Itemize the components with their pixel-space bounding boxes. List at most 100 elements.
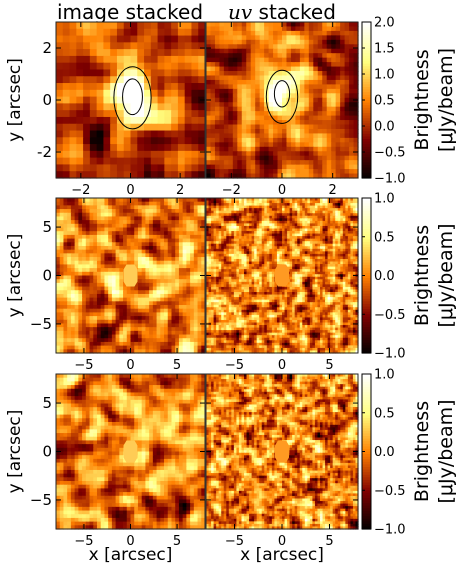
heatmap-cell — [312, 231, 316, 235]
heatmap-cell — [246, 93, 252, 99]
heatmap-cell — [219, 164, 225, 170]
heatmap-cell — [89, 268, 94, 273]
heatmap-cell — [241, 115, 247, 121]
heatmap-cell — [56, 242, 61, 247]
heatmap-cell — [145, 253, 150, 258]
heatmap-cell — [232, 160, 238, 166]
heatmap-cell — [167, 301, 173, 306]
heatmap-cell — [59, 349, 65, 354]
heatmap-cell — [284, 253, 288, 258]
heatmap-cell — [175, 305, 180, 310]
heatmap-cell — [141, 234, 147, 240]
heatmap-cell — [282, 208, 286, 212]
heatmap-cell — [116, 116, 125, 125]
heatmap-cell — [304, 203, 308, 207]
heatmap-cell — [292, 225, 296, 230]
heatmap-cell — [156, 305, 161, 310]
heatmap-cell — [93, 327, 98, 332]
heatmap-cell — [254, 215, 258, 219]
heatmap-cell — [241, 238, 245, 242]
heatmap-cell — [156, 286, 161, 291]
heatmap-cell — [216, 236, 220, 240]
heatmap-cell — [233, 233, 237, 237]
heatmap-cell — [167, 338, 173, 343]
heatmap-cell — [56, 157, 64, 166]
heatmap-cell — [304, 26, 310, 32]
heatmap-cell — [325, 213, 329, 217]
heatmap-cell — [76, 123, 84, 132]
heatmap-cell — [246, 256, 250, 260]
heatmap-cell — [219, 106, 225, 112]
heatmap-cell — [228, 62, 234, 68]
heatmap-cell — [342, 223, 346, 227]
heatmap-cell — [292, 236, 296, 240]
heatmap-cell — [326, 88, 332, 94]
heatmap-cell — [349, 57, 355, 63]
heatmap-cell — [156, 198, 161, 203]
heatmap-cell — [210, 160, 216, 166]
heatmap-cell — [297, 253, 301, 258]
heatmap-cell — [210, 142, 216, 148]
heatmap-cell — [322, 22, 328, 28]
heatmap-cell — [96, 212, 102, 218]
heatmap-cell — [254, 258, 258, 263]
heatmap-cell — [294, 233, 298, 237]
heatmap-cell — [130, 319, 135, 325]
heatmap-cell — [226, 215, 230, 219]
heatmap-cell — [56, 308, 61, 313]
heatmap-cell — [100, 198, 106, 203]
heatmap-cell — [70, 268, 76, 273]
heatmap-cell — [74, 345, 79, 350]
heatmap-cell — [233, 205, 237, 209]
heatmap-cell — [282, 210, 286, 214]
heatmap-cell — [322, 236, 326, 240]
heatmap-cell — [197, 275, 202, 280]
heatmap-cell — [141, 316, 147, 321]
heatmap-cell — [63, 349, 68, 354]
heatmap-cell — [110, 130, 118, 138]
heatmap-cell — [244, 198, 248, 202]
heatmap-cell — [70, 349, 76, 354]
heatmap-cell — [250, 142, 256, 148]
heatmap-cell — [62, 116, 71, 125]
heatmap-cell — [264, 233, 268, 237]
heatmap-cell — [213, 210, 217, 214]
heatmap-cell — [223, 253, 227, 258]
heatmap-cell — [223, 22, 229, 28]
heatmap-cell — [232, 35, 238, 41]
heatmap-cell — [171, 220, 176, 225]
heatmap-cell — [330, 228, 334, 232]
heatmap-cell — [59, 257, 65, 262]
heatmap-cell — [325, 208, 329, 212]
heatmap-cell — [171, 49, 179, 57]
heatmap-cell — [250, 93, 256, 99]
heatmap-cell — [331, 79, 337, 85]
heatmap-cell — [211, 238, 215, 242]
heatmap-cell — [282, 128, 288, 135]
heatmap-cell — [89, 76, 98, 84]
heatmap-cell — [93, 323, 98, 328]
heatmap-cell — [164, 271, 169, 277]
heatmap-cell — [261, 208, 265, 212]
heatmap-cell — [236, 200, 240, 204]
heatmap-cell — [246, 236, 250, 240]
heatmap-cell — [134, 293, 139, 299]
heatmap-cell — [279, 256, 283, 260]
heatmap-cell — [85, 198, 91, 203]
heatmap-cell — [70, 220, 76, 225]
heatmap-cell — [130, 349, 135, 354]
heatmap-cell — [259, 238, 263, 242]
heatmap-cell — [145, 268, 150, 273]
heatmap-cell — [259, 231, 263, 235]
heatmap-cell — [100, 264, 106, 269]
heatmap-cell — [340, 164, 346, 170]
heatmap-cell — [156, 338, 161, 343]
heatmap-cell — [347, 215, 351, 219]
heatmap-cell — [83, 130, 91, 138]
heatmap-cell — [56, 327, 61, 332]
heatmap-cell — [167, 253, 173, 258]
heatmap-cell — [171, 144, 179, 152]
heatmap-cell — [144, 150, 152, 159]
heatmap-cell — [241, 111, 247, 117]
contour-inner — [122, 78, 143, 116]
